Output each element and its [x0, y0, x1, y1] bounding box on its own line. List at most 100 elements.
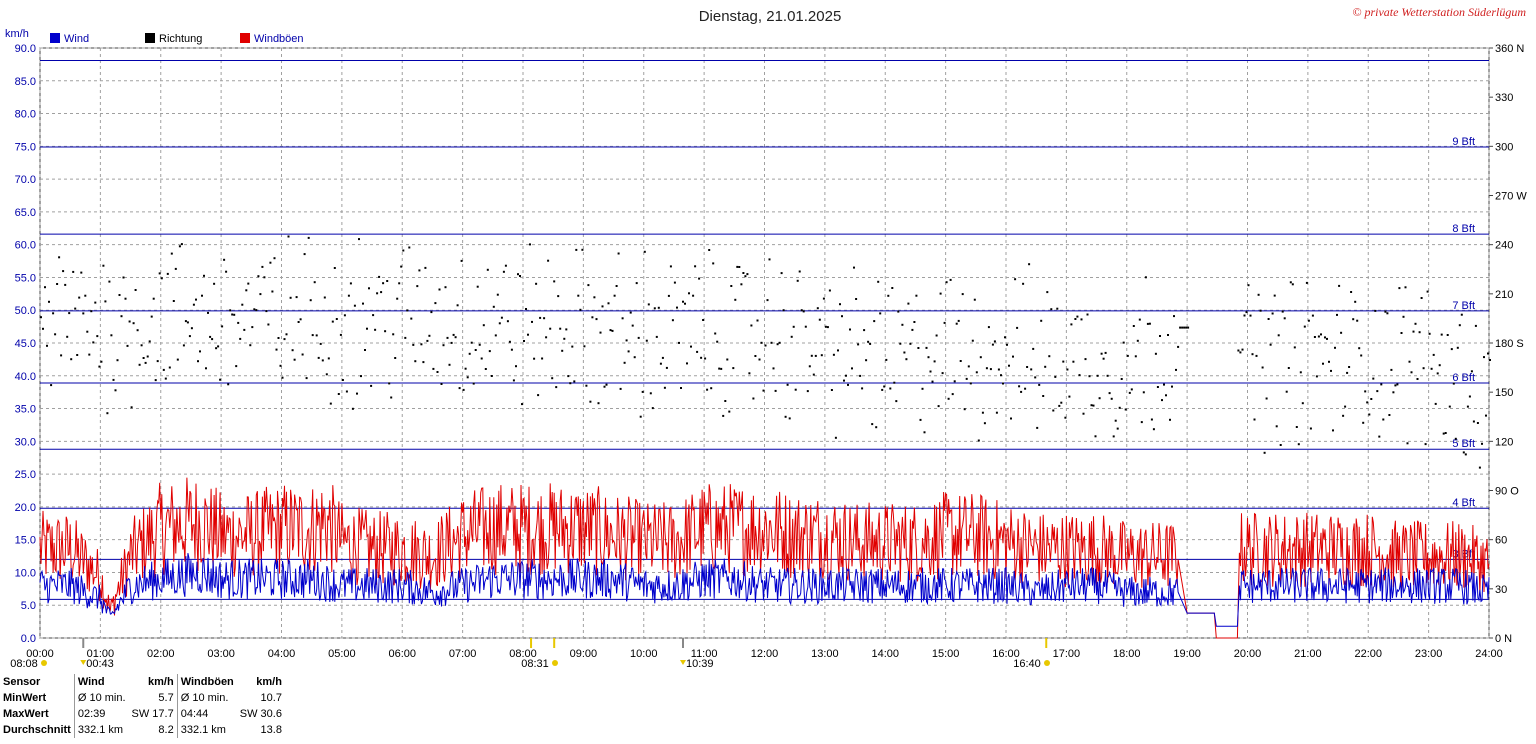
- direction-point: [1181, 326, 1184, 329]
- legend-wind-swatch: [50, 33, 60, 43]
- direction-point: [738, 266, 741, 268]
- direction-point: [1470, 370, 1473, 373]
- direction-point: [997, 368, 1000, 371]
- direction-point: [855, 298, 858, 300]
- direction-point: [265, 310, 268, 313]
- direction-point: [533, 357, 536, 360]
- direction-point: [1165, 394, 1167, 397]
- direction-point: [331, 320, 334, 323]
- direction-point: [778, 341, 781, 344]
- legend-wind-label: Wind: [64, 33, 89, 45]
- direction-point: [720, 367, 723, 370]
- direction-point: [949, 278, 952, 281]
- direction-point: [106, 412, 109, 415]
- direction-point: [669, 265, 672, 268]
- direction-point: [512, 379, 515, 382]
- direction-point: [543, 317, 546, 320]
- direction-point: [444, 286, 447, 289]
- sun-icon: [552, 660, 558, 666]
- direction-point: [1056, 307, 1059, 310]
- direction-point: [933, 360, 936, 363]
- direction-point: [569, 382, 572, 385]
- direction-point: [1481, 442, 1483, 445]
- x-tick-label: 07:00: [449, 648, 477, 660]
- direction-point: [446, 336, 449, 339]
- direction-point: [989, 368, 992, 371]
- direction-point: [951, 393, 954, 396]
- y-tick-label: 5.0: [21, 600, 36, 612]
- direction-point: [223, 258, 226, 261]
- direction-point: [734, 298, 737, 301]
- direction-point: [398, 282, 401, 285]
- direction-point: [197, 360, 199, 363]
- direction-point: [468, 352, 471, 355]
- direction-point: [957, 319, 960, 322]
- direction-point: [396, 297, 399, 300]
- direction-point: [810, 354, 813, 357]
- direction-point: [849, 328, 851, 331]
- direction-point: [875, 426, 878, 429]
- direction-point: [1277, 334, 1280, 337]
- direction-point: [1078, 374, 1081, 377]
- direction-point: [378, 275, 381, 278]
- direction-point: [1344, 405, 1347, 408]
- direction-point: [1038, 383, 1041, 386]
- direction-point: [1454, 437, 1457, 440]
- direction-point: [259, 293, 262, 296]
- direction-point: [1120, 378, 1123, 380]
- direction-point: [851, 367, 853, 370]
- direction-point: [1287, 367, 1290, 369]
- direction-point: [559, 327, 562, 330]
- direction-point: [1173, 315, 1175, 318]
- y-tick-label: 50.0: [15, 305, 36, 317]
- direction-point: [1062, 360, 1065, 363]
- direction-point: [255, 309, 258, 312]
- direction-point: [1042, 395, 1045, 397]
- direction-point: [1358, 347, 1361, 350]
- direction-point: [1285, 390, 1288, 393]
- axis-labels: 00:00 01:00 02:00 03:00 04:00 05:00 06:00 07:00…: [15, 43, 1528, 660]
- x-tick-label: 20:00: [1234, 648, 1262, 660]
- direction-point: [442, 344, 445, 347]
- direction-point: [1297, 443, 1300, 446]
- direction-point: [1183, 326, 1186, 329]
- direction-point: [295, 296, 298, 299]
- direction-point: [1338, 284, 1341, 287]
- direction-point: [647, 303, 650, 306]
- direction-point: [539, 316, 542, 319]
- y-tick-label: 80.0: [15, 109, 36, 121]
- direction-point: [243, 328, 246, 331]
- direction-point: [595, 318, 598, 321]
- direction-point: [541, 357, 544, 360]
- direction-point: [1148, 322, 1151, 325]
- moon-icon: [679, 660, 686, 665]
- direction-point: [100, 360, 103, 363]
- direction-point: [504, 264, 507, 267]
- direction-point: [623, 361, 626, 364]
- direction-point: [788, 417, 791, 420]
- direction-point: [899, 342, 902, 345]
- stats-header-cell: Windböen: [176, 674, 237, 690]
- direction-point: [1084, 358, 1087, 361]
- y-tick-label: 20.0: [15, 502, 36, 514]
- y-tick-label: 85.0: [15, 76, 36, 88]
- stats-cell: SW 17.7: [131, 708, 174, 720]
- direction-point: [1271, 312, 1274, 315]
- y2-tick-label: 30: [1495, 584, 1507, 596]
- direction-point: [1346, 371, 1349, 374]
- direction-point: [261, 265, 264, 268]
- direction-point: [488, 350, 491, 353]
- direction-point: [293, 358, 296, 361]
- direction-point: [474, 349, 477, 351]
- x-tick-label: 08:00: [509, 648, 537, 660]
- x-tick-label: 05:00: [328, 648, 356, 660]
- direction-point: [1014, 278, 1017, 281]
- direction-point: [814, 354, 817, 357]
- direction-point: [184, 320, 187, 323]
- beaufort-label: 6 Bft: [1452, 372, 1475, 384]
- direction-point: [1070, 323, 1073, 326]
- x-tick-label: 17:00: [1053, 648, 1081, 660]
- direction-point: [1307, 319, 1310, 322]
- y2-tick-label: 60: [1495, 535, 1507, 547]
